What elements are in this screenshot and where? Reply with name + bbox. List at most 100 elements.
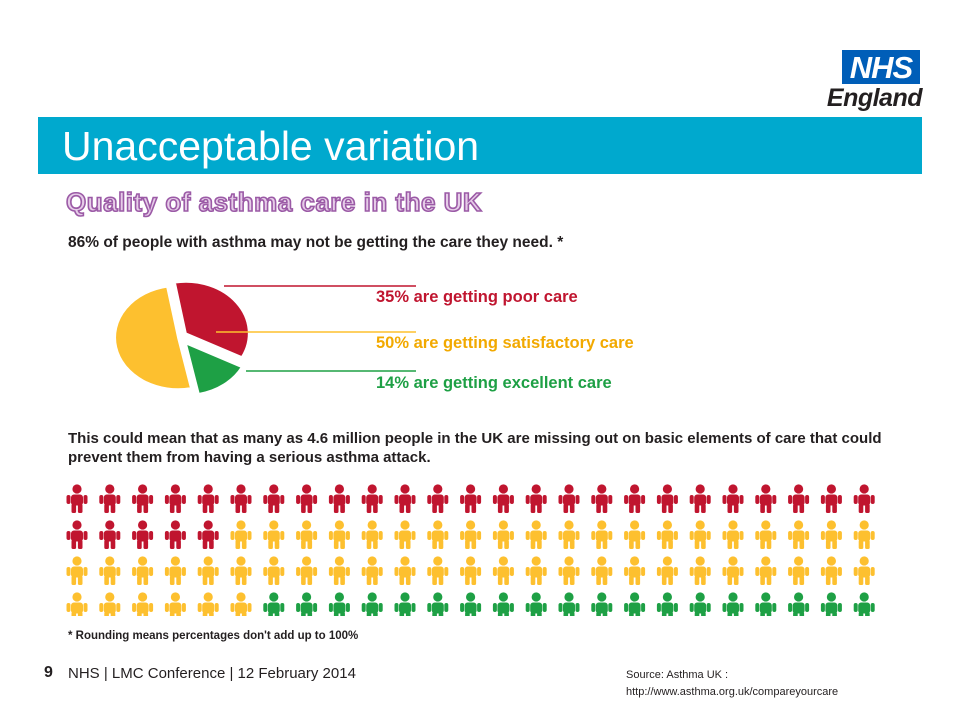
- person-icon-satisfactory: [788, 556, 810, 585]
- person-icon-satisfactory: [689, 556, 711, 585]
- person-icon-satisfactory: [230, 556, 252, 585]
- person-icon-satisfactory: [427, 520, 449, 549]
- person-icon-poor: [296, 484, 318, 513]
- person-icon-poor: [132, 520, 154, 549]
- person-icon-satisfactory: [164, 556, 186, 585]
- person-icon-poor: [66, 520, 88, 549]
- person-icon-satisfactory: [427, 556, 449, 585]
- person-icon-satisfactory: [525, 556, 547, 585]
- person-icon-excellent: [394, 592, 416, 616]
- person-icon-poor: [66, 484, 88, 513]
- person-icon-satisfactory: [853, 520, 875, 549]
- person-icon-excellent: [591, 592, 613, 616]
- person-icon-poor: [755, 484, 777, 513]
- person-icon-satisfactory: [558, 520, 580, 549]
- person-icon-satisfactory: [853, 556, 875, 585]
- person-icon-poor: [230, 484, 252, 513]
- person-icon-poor: [394, 484, 416, 513]
- person-icon-poor: [492, 484, 514, 513]
- person-icon-satisfactory: [99, 592, 121, 616]
- person-icon-excellent: [722, 592, 744, 616]
- person-icon-poor: [427, 484, 449, 513]
- source-citation: Source: Asthma UK : http://www.asthma.or…: [626, 667, 838, 701]
- person-icon-poor: [361, 484, 383, 513]
- person-icon-satisfactory: [722, 520, 744, 549]
- person-icon-satisfactory: [296, 520, 318, 549]
- person-icon-excellent: [427, 592, 449, 616]
- person-icon-satisfactory: [328, 556, 350, 585]
- person-icon-satisfactory: [591, 520, 613, 549]
- nhs-england-logo: NHS England: [818, 50, 923, 112]
- person-icon-poor: [460, 484, 482, 513]
- person-icon-satisfactory: [492, 520, 514, 549]
- slide-number: 9: [44, 664, 53, 681]
- person-icon-excellent: [820, 592, 842, 616]
- slide-title: Unacceptable variation: [62, 123, 480, 169]
- person-icon-satisfactory: [525, 520, 547, 549]
- person-icon-excellent: [328, 592, 350, 616]
- person-icon-excellent: [853, 592, 875, 616]
- person-icon-satisfactory: [820, 520, 842, 549]
- person-icon-satisfactory: [624, 556, 646, 585]
- person-icon-poor: [328, 484, 350, 513]
- person-icon-satisfactory: [328, 520, 350, 549]
- source-url: http://www.asthma.org.uk/compareyourcare: [626, 686, 839, 698]
- person-icon-satisfactory: [656, 556, 678, 585]
- person-icon-satisfactory: [492, 556, 514, 585]
- person-icon-poor: [99, 520, 121, 549]
- person-icon-excellent: [361, 592, 383, 616]
- title-bar: Unacceptable variation: [38, 117, 922, 174]
- person-icon-excellent: [656, 592, 678, 616]
- person-icon-satisfactory: [394, 556, 416, 585]
- people-pictogram: [66, 484, 875, 616]
- person-icon-poor: [689, 484, 711, 513]
- infographic-title: Quality of asthma care in the UK: [65, 186, 483, 218]
- person-icon-satisfactory: [197, 592, 219, 616]
- source-label: Source: Asthma UK :: [626, 669, 729, 681]
- person-icon-satisfactory: [624, 520, 646, 549]
- infographic-subtitle: 86% of people with asthma may not be get…: [68, 234, 564, 251]
- person-icon-satisfactory: [722, 556, 744, 585]
- legend-poor-care: 35% are getting poor care: [376, 288, 578, 306]
- person-icon-satisfactory: [296, 556, 318, 585]
- person-icon-excellent: [263, 592, 285, 616]
- person-icon-poor: [558, 484, 580, 513]
- person-icon-excellent: [460, 592, 482, 616]
- nhs-logo-england: England: [826, 84, 923, 112]
- legend-excellent-care: 14% are getting excellent care: [376, 374, 612, 392]
- person-icon-satisfactory: [263, 520, 285, 549]
- person-icon-satisfactory: [230, 592, 252, 616]
- person-icon-satisfactory: [361, 556, 383, 585]
- person-icon-satisfactory: [66, 592, 88, 616]
- pie-slice-satisfactory: [114, 285, 193, 391]
- person-icon-satisfactory: [689, 520, 711, 549]
- person-icon-satisfactory: [656, 520, 678, 549]
- person-icon-satisfactory: [66, 556, 88, 585]
- person-icon-excellent: [558, 592, 580, 616]
- person-icon-satisfactory: [132, 592, 154, 616]
- person-icon-excellent: [788, 592, 810, 616]
- care-pie-chart: [114, 280, 416, 396]
- footnote: * Rounding means percentages don't add u…: [68, 630, 359, 642]
- nhs-logo-box: NHS: [842, 50, 920, 85]
- pie-slice-poor: [173, 280, 250, 359]
- person-icon-poor: [722, 484, 744, 513]
- person-icon-poor: [525, 484, 547, 513]
- person-icon-satisfactory: [164, 592, 186, 616]
- person-icon-poor: [132, 484, 154, 513]
- person-icon-satisfactory: [361, 520, 383, 549]
- person-icon-poor: [853, 484, 875, 513]
- person-icon-satisfactory: [788, 520, 810, 549]
- person-icon-poor: [591, 484, 613, 513]
- person-icon-poor: [164, 520, 186, 549]
- person-icon-satisfactory: [755, 556, 777, 585]
- person-icon-satisfactory: [460, 556, 482, 585]
- person-icon-poor: [197, 484, 219, 513]
- person-icon-satisfactory: [99, 556, 121, 585]
- person-icon-poor: [263, 484, 285, 513]
- person-icon-poor: [624, 484, 646, 513]
- person-icon-poor: [197, 520, 219, 549]
- person-icon-satisfactory: [394, 520, 416, 549]
- asthma-infographic: Quality of asthma care in the UK 86% of …: [60, 182, 900, 652]
- person-icon-excellent: [755, 592, 777, 616]
